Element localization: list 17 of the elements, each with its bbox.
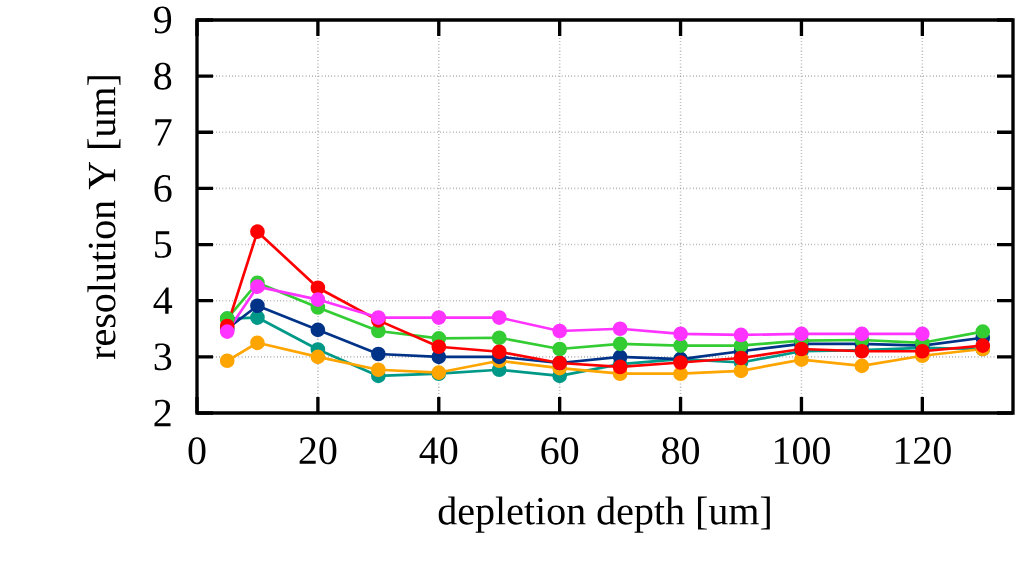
- x-tick-label: 100: [774, 437, 830, 465]
- y-tick-label: 8: [154, 62, 172, 90]
- x-axis-title: depletion depth [um]: [438, 496, 770, 533]
- x-tick-label: 80: [662, 437, 700, 465]
- y-tick-label: 3: [154, 343, 172, 371]
- y-tick-label: 6: [154, 174, 172, 202]
- y-tick-label: 9: [154, 6, 172, 34]
- x-tick-label: 40: [419, 437, 458, 465]
- x-tick-label: 20: [299, 437, 337, 465]
- x-tick-label: 60: [541, 437, 579, 465]
- y-tick-label: 4: [153, 287, 173, 314]
- y-tick-label: 2: [154, 399, 171, 427]
- y-axis-title: resolution Y [um]: [87, 76, 121, 360]
- y-tick-label: 7: [155, 119, 172, 146]
- x-tick-label: 0: [188, 437, 206, 465]
- y-tick-label: 5: [155, 231, 172, 258]
- x-tick-label: 120: [895, 437, 951, 465]
